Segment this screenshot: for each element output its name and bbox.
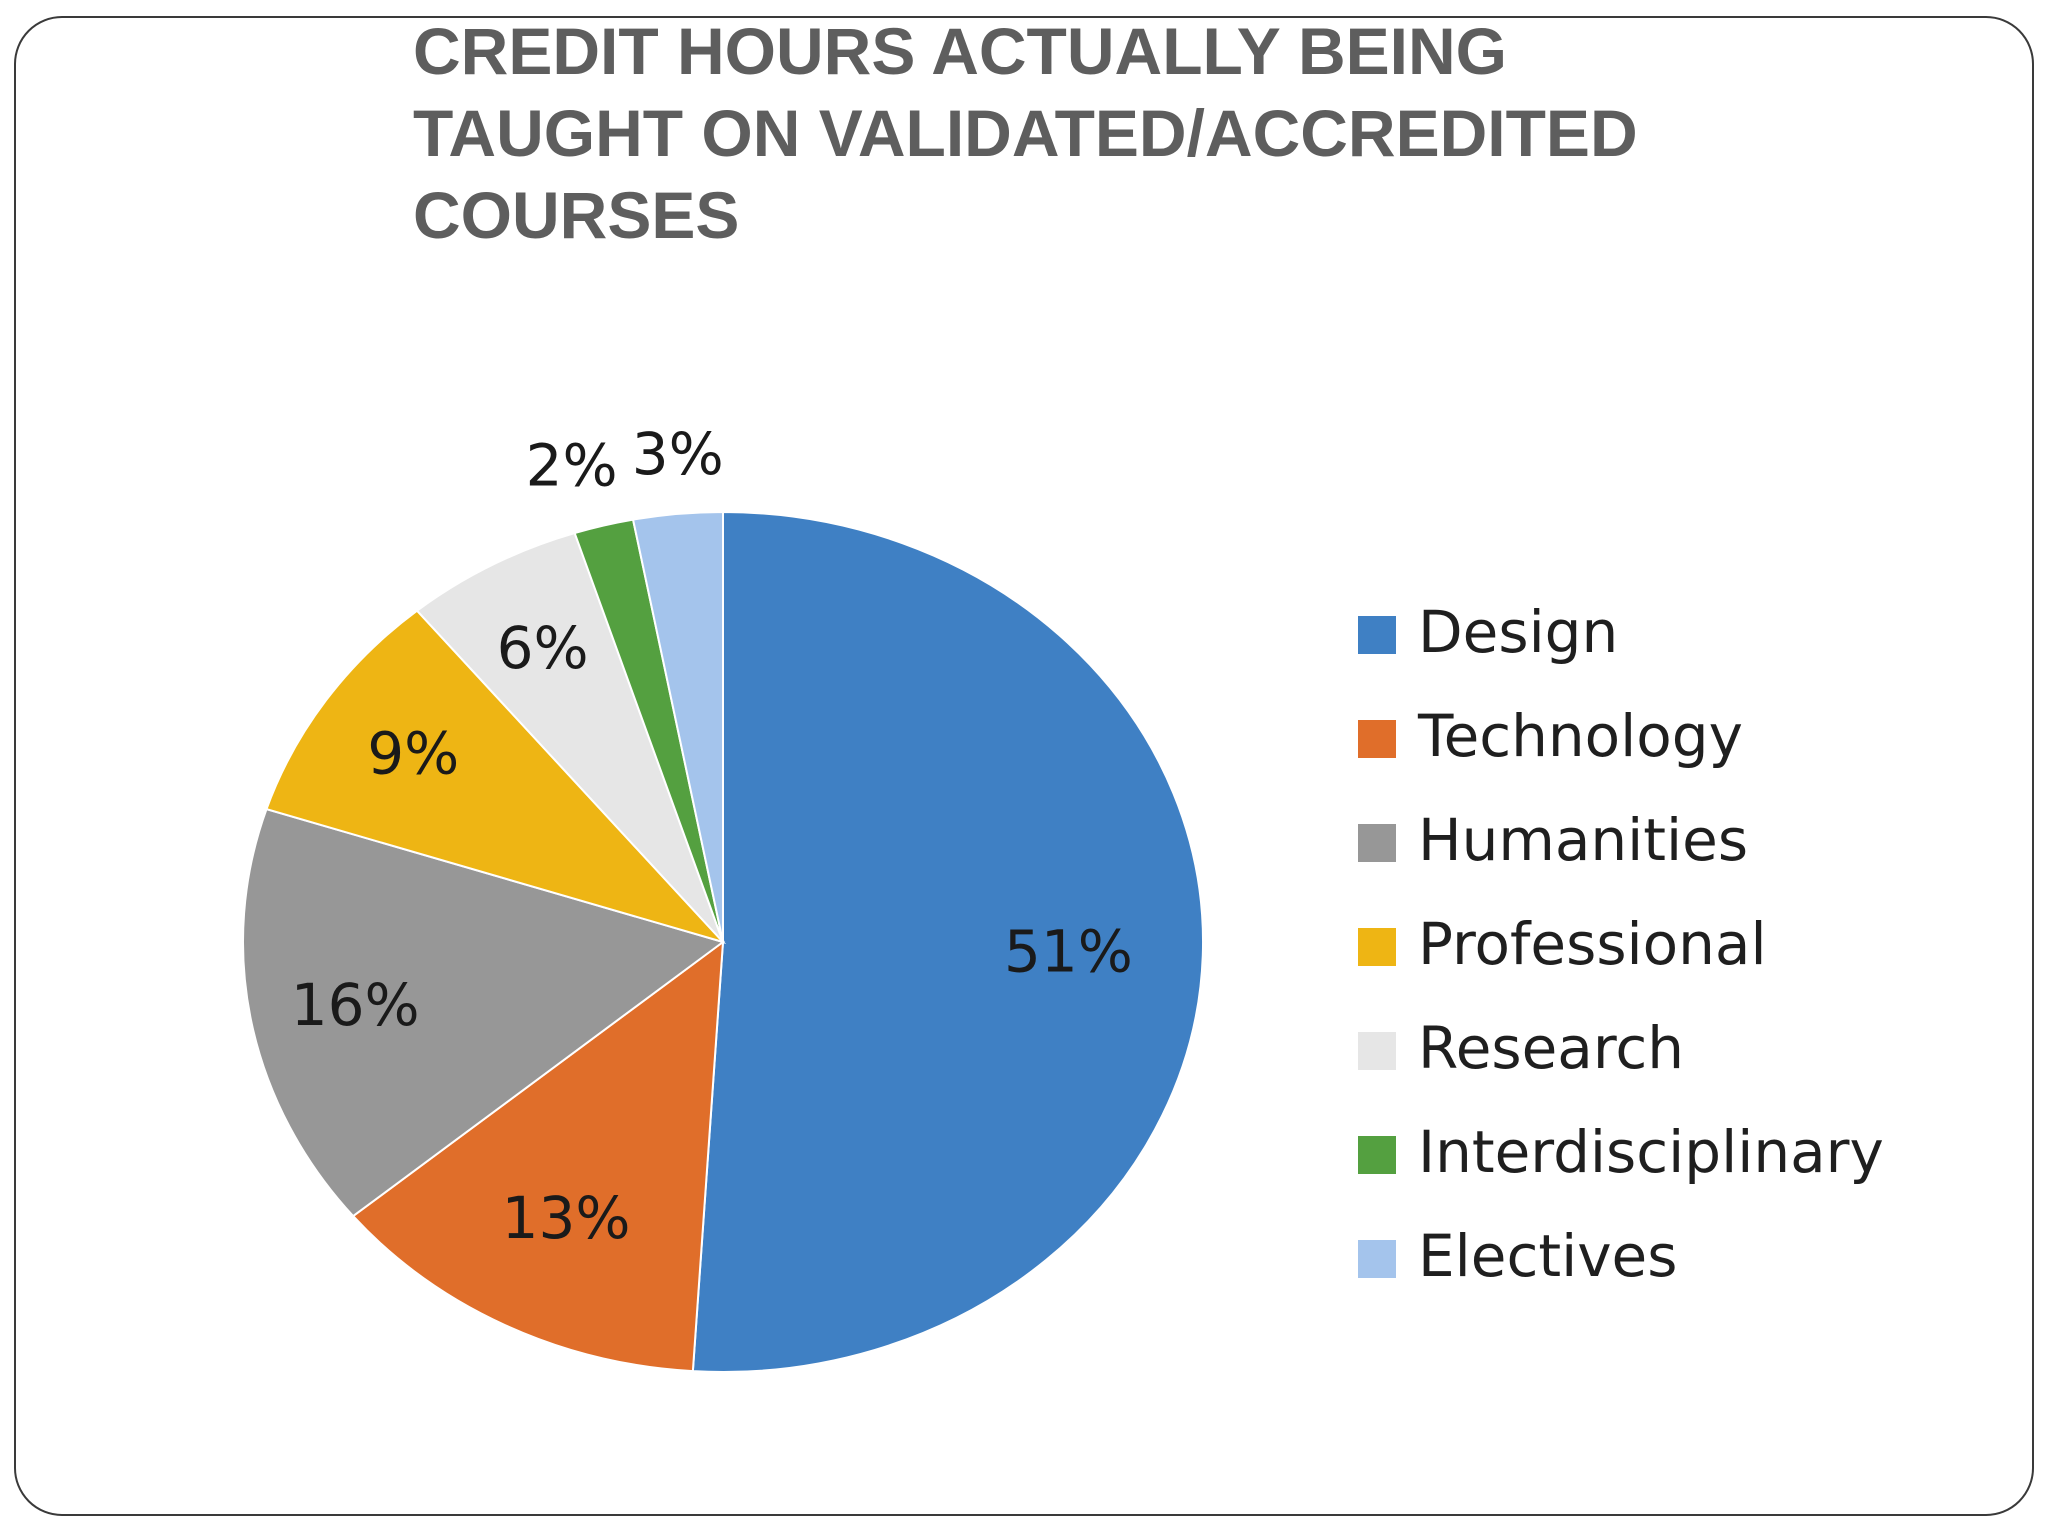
legend-swatch-humanities xyxy=(1358,824,1396,862)
pie-slice-technology xyxy=(351,939,725,1373)
pie-slice-design xyxy=(691,510,1204,1373)
data-label-interdisciplinary: 2% xyxy=(526,432,618,500)
legend-swatch-technology xyxy=(1358,720,1396,758)
legend-label-electives: Electives xyxy=(1418,1222,1677,1290)
data-label-electives: 3% xyxy=(632,420,724,488)
legend-label-research: Research xyxy=(1418,1014,1684,1082)
pie-data-labels: 51% 13% 16% 9% 6% 2% 3% xyxy=(291,420,1133,1252)
data-label-technology: 13% xyxy=(502,1184,631,1252)
pie-slices xyxy=(242,510,1204,1373)
data-label-design: 51% xyxy=(1004,918,1133,986)
legend-label-interdisciplinary: Interdisciplinary xyxy=(1418,1118,1884,1186)
chart-title: CREDIT HOURS ACTUALLY BEING TAUGHT ON VA… xyxy=(413,10,1813,256)
legend-swatch-research xyxy=(1358,1032,1396,1070)
legend-label-professional: Professional xyxy=(1418,910,1767,978)
pie-slice-research xyxy=(415,531,724,943)
chart-title-line-3: COURSES xyxy=(413,178,740,252)
legend-swatch-design xyxy=(1358,616,1396,654)
legend-label-technology: Technology xyxy=(1417,702,1743,770)
legend-swatch-electives xyxy=(1358,1240,1396,1278)
legend-swatch-professional xyxy=(1358,928,1396,966)
legend-swatch-interdisciplinary xyxy=(1358,1136,1396,1174)
data-label-research: 6% xyxy=(497,614,589,682)
data-label-humanities: 16% xyxy=(291,971,420,1039)
legend-label-humanities: Humanities xyxy=(1418,806,1748,874)
pie-slice-electives xyxy=(631,510,724,943)
legend-label-design: Design xyxy=(1418,598,1618,666)
pie-slice-professional xyxy=(265,609,727,944)
data-label-professional: 9% xyxy=(367,720,459,788)
chart-legend: Design Technology Humanities Professional Re… xyxy=(1358,598,1884,1290)
pie-slice-humanities xyxy=(242,807,726,1218)
chart-title-line-2: TAUGHT ON VALIDATED/ACCREDITED xyxy=(413,96,1638,170)
chart-title-line-1: CREDIT HOURS ACTUALLY BEING xyxy=(413,14,1507,88)
